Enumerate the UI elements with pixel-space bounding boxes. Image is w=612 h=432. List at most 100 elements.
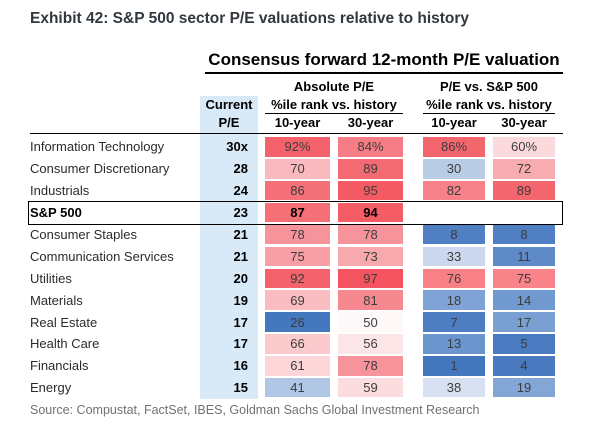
heatmap-cell-relative-10y: 7 <box>423 312 485 332</box>
heatmap-cell-absolute-30y: 97 <box>338 268 403 289</box>
sector-label: Consumer Discretionary <box>30 161 170 177</box>
heatmap-cell-relative-30y: 5 <box>493 334 555 354</box>
heatmap-cell-relative-30y <box>493 203 555 223</box>
current-pe-value: 21 <box>233 248 248 264</box>
heatmap-cell-relative-30y: 72 <box>493 159 555 179</box>
heatmap-cell-absolute-30y: 95 <box>338 180 403 201</box>
current-pe-value: 17 <box>233 314 248 330</box>
table-row: Information Technology 30x 92% 84% 86% 6… <box>30 136 555 158</box>
table-row: Utilities 20 92 97 76 75 <box>30 267 555 289</box>
heatmap-cell-relative-30y: 19 <box>493 377 555 398</box>
heatmap-cell-relative-30y: 8 <box>493 224 555 245</box>
column-header-abs-10-year: 10-year <box>274 115 321 130</box>
sector-label: Health Care <box>30 336 100 352</box>
current-pe-value: 28 <box>233 161 248 177</box>
heatmap-cell-absolute-10y: 92 <box>265 268 330 289</box>
column-header-rel-10-year: 10-year <box>431 115 477 130</box>
table-row: Energy 15 41 59 38 19 <box>30 377 555 399</box>
heatmap-cell-relative-10y: 86% <box>423 137 485 157</box>
heatmap-cell-absolute-10y: 70 <box>265 159 330 179</box>
heatmap-cell-absolute-10y: 87 <box>265 202 330 223</box>
current-pe-value: 24 <box>233 183 248 199</box>
heatmap-cell-absolute-30y: 78 <box>338 224 403 245</box>
group-header-pe-vs-sp500: P/E vs. S&P 500 <box>439 79 539 94</box>
table-row: Consumer Discretionary 28 70 89 30 72 <box>30 158 555 180</box>
heatmap-cell-relative-10y: 76 <box>423 268 485 289</box>
heatmap-cell-absolute-10y: 86 <box>265 180 330 201</box>
heatmap-cell-relative-30y: 11 <box>493 246 555 267</box>
heatmap-cell-absolute-30y: 59 <box>338 377 403 398</box>
exhibit-title: Exhibit 42: S&P 500 sector P/E valuation… <box>30 10 470 27</box>
heatmap-cell-relative-30y: 89 <box>493 180 555 201</box>
table-row: Consumer Staples 21 78 78 8 8 <box>30 224 555 246</box>
heatmap-cell-absolute-30y: 56 <box>338 334 403 354</box>
column-header-pct-rank-relative: %ile rank vs. history <box>423 97 555 114</box>
heatmap-cell-absolute-10y: 69 <box>265 290 330 310</box>
heatmap-cell-relative-30y: 60% <box>493 137 555 157</box>
column-header-abs-30-year: 30-year <box>347 115 394 130</box>
heatmap-cell-absolute-30y: 84% <box>338 137 403 157</box>
heatmap-cell-absolute-10y: 61 <box>265 356 330 376</box>
heatmap-cell-relative-10y <box>423 203 485 223</box>
column-header-pe: P/E <box>218 115 240 130</box>
table-row: S&P 500 23 87 94 <box>28 200 563 225</box>
current-pe-value: 21 <box>233 227 248 242</box>
table-row: Real Estate 17 26 50 7 17 <box>30 311 555 333</box>
current-pe-value: 23 <box>233 205 248 221</box>
current-pe-value: 20 <box>233 270 248 286</box>
sector-label: Materials <box>30 292 83 308</box>
heatmap-cell-relative-30y: 14 <box>493 290 555 310</box>
heatmap-cell-relative-10y: 30 <box>423 159 485 179</box>
heatmap-cell-absolute-10y: 78 <box>265 224 330 245</box>
sector-label: Communication Services <box>30 248 174 264</box>
column-header-pct-rank-absolute: %ile rank vs. history <box>265 97 403 114</box>
table-row: Materials 19 69 81 18 14 <box>30 289 555 311</box>
current-pe-value: 15 <box>233 380 248 396</box>
source-note: Source: Compustat, FactSet, IBES, Goldma… <box>30 403 480 417</box>
sector-label: Information Technology <box>30 139 165 155</box>
current-pe-value: 17 <box>233 336 248 352</box>
group-header-absolute-pe: Absolute P/E <box>293 79 375 94</box>
sector-label: Industrials <box>30 183 90 199</box>
heatmap-cell-relative-10y: 38 <box>423 377 485 398</box>
heatmap-table-body: Information Technology 30x 92% 84% 86% 6… <box>28 136 563 399</box>
heatmap-cell-absolute-10y: 26 <box>265 312 330 332</box>
column-header-rel-30-year: 30-year <box>501 115 547 130</box>
heatmap-cell-absolute-10y: 66 <box>265 334 330 354</box>
table-row: Financials 16 61 78 1 4 <box>30 355 555 377</box>
heatmap-cell-relative-30y: 75 <box>493 268 555 289</box>
sector-label: Financials <box>30 358 89 374</box>
heatmap-cell-absolute-30y: 50 <box>338 312 403 332</box>
current-pe-value: 16 <box>233 358 248 374</box>
heatmap-cell-relative-10y: 33 <box>423 246 485 267</box>
table-row: Industrials 24 86 95 82 89 <box>30 180 555 202</box>
heatmap-cell-absolute-10y: 41 <box>265 377 330 398</box>
heatmap-cell-relative-10y: 18 <box>423 290 485 310</box>
table-row: Communication Services 21 75 73 33 11 <box>30 245 555 267</box>
heatmap-cell-absolute-30y: 89 <box>338 159 403 179</box>
header-divider-line <box>30 133 563 134</box>
sector-label: Energy <box>30 380 72 396</box>
sector-label: Real Estate <box>30 314 98 330</box>
table-title: Consensus forward 12-month P/E valuation <box>205 50 563 74</box>
heatmap-cell-relative-10y: 8 <box>423 224 485 245</box>
sector-label: Consumer Staples <box>30 227 137 242</box>
heatmap-cell-absolute-30y: 81 <box>338 290 403 310</box>
sector-label: S&P 500 <box>30 205 82 221</box>
heatmap-cell-absolute-10y: 75 <box>265 246 330 267</box>
heatmap-cell-relative-30y: 4 <box>493 356 555 376</box>
heatmap-cell-absolute-30y: 78 <box>338 356 403 376</box>
sector-label: Utilities <box>30 270 72 286</box>
table-row: Health Care 17 66 56 13 5 <box>30 333 555 355</box>
column-header-current: Current <box>205 97 253 112</box>
heatmap-cell-relative-10y: 1 <box>423 356 485 376</box>
heatmap-cell-absolute-10y: 92% <box>265 137 330 157</box>
current-pe-value: 19 <box>233 292 248 308</box>
heatmap-cell-relative-10y: 82 <box>423 180 485 201</box>
current-pe-value: 30x <box>226 139 248 155</box>
current-pe-column-background <box>200 96 258 399</box>
heatmap-cell-absolute-30y: 94 <box>338 202 403 223</box>
heatmap-cell-relative-10y: 13 <box>423 334 485 354</box>
heatmap-cell-relative-30y: 17 <box>493 312 555 332</box>
